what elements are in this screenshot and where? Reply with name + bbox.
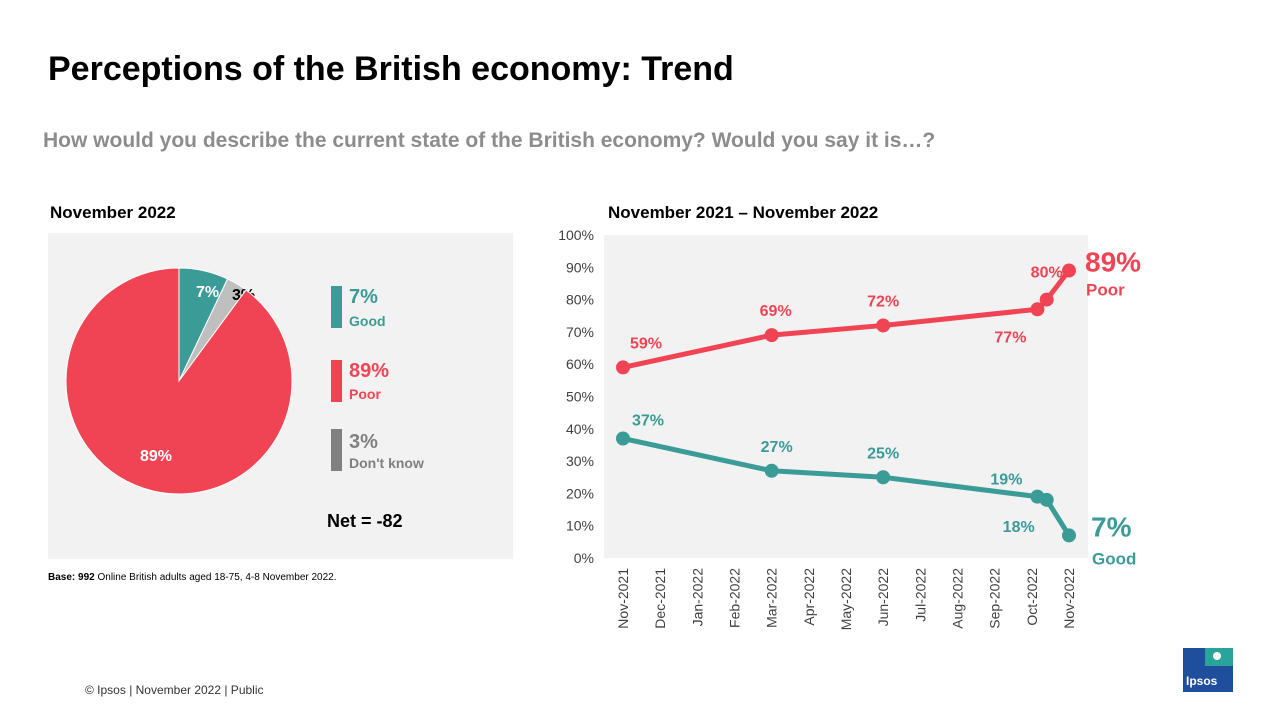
data-label-good: 27% bbox=[761, 439, 793, 456]
data-point-poor bbox=[876, 318, 891, 333]
data-label-poor: 80% bbox=[1031, 265, 1063, 282]
y-tick-label: 20% bbox=[566, 485, 594, 501]
end-value-poor: 89% bbox=[1085, 247, 1141, 278]
x-tick-label: Dec-2021 bbox=[652, 568, 668, 629]
legend-swatch-dont-know bbox=[331, 429, 342, 471]
ipsos-logo-text: Ipsos bbox=[1186, 674, 1218, 688]
data-point-good bbox=[1039, 492, 1054, 507]
pie-section-label: November 2022 bbox=[50, 203, 176, 222]
data-label-poor: 72% bbox=[867, 293, 899, 310]
x-tick-label: Oct-2022 bbox=[1024, 568, 1040, 626]
data-point-poor bbox=[1030, 302, 1045, 317]
y-tick-label: 80% bbox=[566, 292, 594, 308]
end-name-poor: Poor bbox=[1086, 281, 1125, 300]
x-tick-label: Apr-2022 bbox=[801, 568, 817, 626]
data-point-good bbox=[876, 470, 891, 485]
data-label-poor: 69% bbox=[760, 303, 792, 320]
y-tick-label: 100% bbox=[558, 227, 594, 243]
end-value-good: 7% bbox=[1091, 511, 1132, 542]
data-point-poor bbox=[616, 360, 630, 375]
base-note-text: Online British adults aged 18-75, 4-8 No… bbox=[94, 572, 337, 583]
x-tick-label: Jan-2022 bbox=[689, 568, 705, 627]
data-point-good bbox=[616, 431, 630, 446]
data-point-good bbox=[764, 463, 779, 478]
data-label-good: 19% bbox=[990, 472, 1022, 489]
x-tick-label: Sep-2022 bbox=[987, 568, 1003, 629]
legend-value-good: 7% bbox=[349, 286, 378, 308]
line-section-label: November 2021 – November 2022 bbox=[608, 203, 879, 222]
page-title: Perceptions of the British economy: Tren… bbox=[48, 50, 734, 88]
y-tick-label: 0% bbox=[574, 550, 594, 566]
pie-slice-poor bbox=[65, 267, 293, 495]
data-label-poor: 77% bbox=[994, 329, 1026, 346]
x-tick-label: Jun-2022 bbox=[875, 568, 891, 627]
footer-text: © Ipsos | November 2022 | Public bbox=[85, 683, 264, 697]
line-chart: 0% 10% 20% 30% 40% 50% 60% 70% 80% 90% 100% Nov-202… bbox=[558, 227, 1141, 630]
data-label-good: 18% bbox=[1003, 519, 1035, 536]
x-tick-label: Mar-2022 bbox=[764, 568, 780, 628]
data-point-poor bbox=[1062, 263, 1076, 278]
data-label-poor: 59% bbox=[630, 335, 662, 352]
plot-area bbox=[604, 235, 1088, 558]
legend-value-dont-know: 3% bbox=[349, 431, 378, 453]
data-point-poor bbox=[1039, 292, 1054, 307]
y-tick-label: 60% bbox=[566, 356, 594, 372]
x-tick-label: Nov-2022 bbox=[1061, 568, 1077, 629]
legend-swatch-good bbox=[331, 286, 342, 328]
ipsos-logo-mark-icon bbox=[1213, 652, 1221, 660]
y-tick-label: 70% bbox=[566, 324, 594, 340]
x-tick-label: May-2022 bbox=[838, 568, 854, 630]
legend-swatch-poor bbox=[331, 360, 342, 402]
legend-label-poor: Poor bbox=[349, 386, 381, 402]
end-name-good: Good bbox=[1092, 549, 1136, 568]
data-label-good: 25% bbox=[867, 445, 899, 462]
y-tick-label: 40% bbox=[566, 421, 594, 437]
y-tick-label: 50% bbox=[566, 389, 594, 405]
x-tick-label: Jul-2022 bbox=[912, 568, 928, 622]
net-score: Net = -82 bbox=[327, 511, 403, 531]
data-point-good bbox=[1062, 528, 1076, 543]
y-tick-label: 30% bbox=[566, 453, 594, 469]
pie-label-poor: 89% bbox=[140, 448, 172, 465]
base-note: Base: 992 Online British adults aged 18-… bbox=[48, 572, 337, 583]
legend-label-dont-know: Don't know bbox=[349, 455, 424, 471]
legend-label-good: Good bbox=[349, 313, 386, 329]
y-tick-label: 10% bbox=[566, 518, 594, 534]
pie-label-good: 7% bbox=[196, 284, 219, 301]
x-tick-label: Aug-2022 bbox=[950, 568, 966, 629]
data-label-good: 37% bbox=[632, 412, 664, 429]
legend-value-poor: 89% bbox=[349, 360, 390, 382]
y-tick-label: 90% bbox=[566, 259, 594, 275]
base-note-count: Base: 992 bbox=[48, 572, 95, 583]
x-tick-label: Feb-2022 bbox=[727, 568, 743, 628]
survey-question: How would you describe the current state… bbox=[43, 129, 936, 152]
pie-chart: 7%3%89% bbox=[65, 267, 293, 495]
x-tick-label: Nov-2021 bbox=[615, 568, 631, 629]
data-point-poor bbox=[764, 328, 779, 343]
